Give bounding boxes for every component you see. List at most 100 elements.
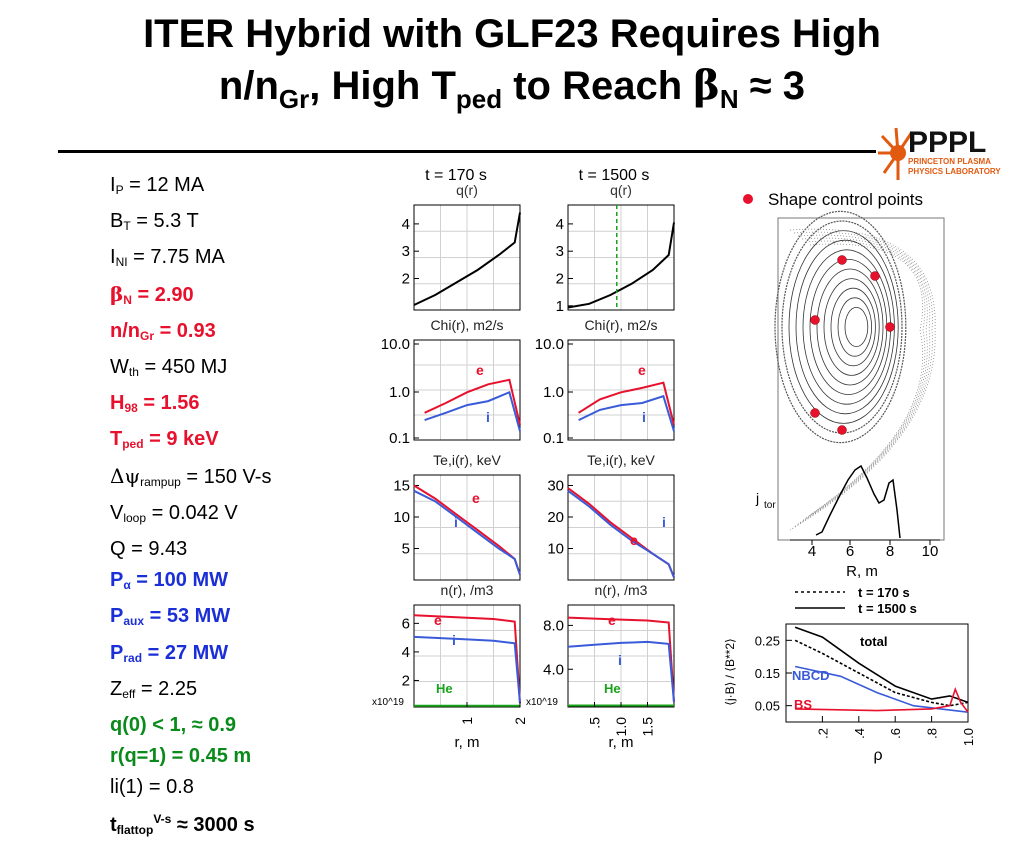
panel-title: n(r), /m3 bbox=[441, 582, 494, 598]
series-i-line bbox=[424, 390, 521, 432]
panel-frame bbox=[413, 339, 521, 441]
panel-title: Chi(r), m2/s bbox=[430, 317, 503, 333]
logo-sub1: PRINCETON PLASMA bbox=[908, 157, 991, 166]
panel-title: Chi(r), m2/s bbox=[584, 317, 657, 333]
vacuum-field-line bbox=[793, 231, 933, 528]
flux-surface bbox=[830, 287, 876, 367]
y-tick-label: 10 bbox=[393, 509, 410, 526]
label-e: e bbox=[638, 362, 646, 378]
shape-control-point bbox=[837, 255, 847, 265]
param-row: Wth = 450 MJ bbox=[110, 356, 228, 380]
panel-q-0: q(r) 4 3 2 bbox=[402, 182, 521, 311]
y-tick-label: 2 bbox=[402, 672, 410, 689]
panel-title: Te,i(r), keV bbox=[587, 452, 655, 468]
y-tick-label: 4.0 bbox=[543, 661, 564, 678]
panel-title: Te,i(r), keV bbox=[433, 452, 501, 468]
y-tick-label: 20 bbox=[547, 509, 564, 526]
r-tick-label: 6 bbox=[846, 543, 854, 560]
current-xtick: 1.0 bbox=[961, 728, 976, 746]
series-i-line bbox=[413, 489, 521, 576]
panel-n-1: n(r), /m3 8.0 4.0 e i He x10^19 .5 1.0 1.5 r, m bbox=[526, 582, 675, 751]
label-i: i bbox=[662, 514, 666, 530]
series-i-line bbox=[413, 635, 521, 704]
param-row: tflattopV-s ≈ 3000 s bbox=[110, 811, 255, 837]
logo-sub2: PHYSICS LABORATORY bbox=[908, 167, 1001, 176]
panel-chi-1: Chi(r), m2/s 10.0 1.0 0.1 e i bbox=[535, 317, 675, 447]
label-i: i bbox=[486, 409, 490, 425]
shape-control-point bbox=[810, 315, 820, 325]
flux-surface bbox=[816, 268, 884, 386]
shape-control-point bbox=[870, 271, 880, 281]
param-row: Q = 9.43 bbox=[110, 538, 188, 561]
y-tick-label: 4 bbox=[402, 644, 410, 661]
y-tick-label: 1.0 bbox=[389, 384, 410, 401]
x-tick-label: 1.0 bbox=[613, 717, 629, 737]
shape-control-point bbox=[810, 408, 820, 418]
label-nbcd: NBCD bbox=[792, 668, 830, 683]
flux-surface bbox=[774, 210, 907, 444]
y-tick-label: 3 bbox=[402, 243, 410, 260]
y-tick-label: 4 bbox=[402, 216, 410, 233]
panel-frame bbox=[413, 474, 521, 581]
panel-frame bbox=[567, 474, 675, 581]
panel-title: n(r), /m3 bbox=[595, 582, 648, 598]
jtor-label: j bbox=[755, 490, 759, 506]
r-tick-label: 8 bbox=[886, 543, 894, 560]
label-he: He bbox=[436, 681, 453, 696]
column-label-170: t = 170 s bbox=[425, 167, 487, 184]
jtor-sub: tor bbox=[764, 500, 776, 511]
y-tick-label: 3 bbox=[556, 243, 564, 260]
param-row: n/nGr = 0.93 bbox=[110, 319, 216, 343]
label-e: e bbox=[472, 490, 480, 506]
current-series-line bbox=[794, 639, 969, 707]
vacuum-field-line bbox=[797, 234, 931, 525]
shape-control-point bbox=[885, 322, 895, 332]
y-tick-label: 1.0 bbox=[543, 384, 564, 401]
legend-1500: t = 1500 s bbox=[858, 601, 917, 616]
column-label-1500: t = 1500 s bbox=[579, 167, 650, 184]
panel-te-1: Te,i(r), keV 30 20 10 e i bbox=[547, 452, 675, 581]
current-xtick: .6 bbox=[888, 728, 903, 739]
flux-surface bbox=[837, 297, 872, 357]
param-row: BT = 5.3 T bbox=[110, 210, 199, 234]
y-tick-label: 0.1 bbox=[543, 430, 564, 447]
flux-surface bbox=[788, 230, 899, 424]
param-row: H98 = 1.56 bbox=[110, 392, 200, 416]
shape-legend: Shape control points bbox=[768, 190, 923, 209]
panel-frame bbox=[567, 204, 675, 311]
r-tick-label: 10 bbox=[922, 543, 939, 560]
flux-surface bbox=[823, 278, 880, 376]
y-tick-label: 30 bbox=[547, 478, 564, 495]
param-row: q(0) < 1, ≈ 0.9 bbox=[110, 714, 237, 737]
legend-170: t = 170 s bbox=[858, 585, 910, 600]
title-line-1: ITER Hybrid with GLF23 Requires High bbox=[143, 12, 881, 56]
param-row: INI = 7.75 MA bbox=[110, 246, 225, 270]
series-q-line bbox=[567, 222, 675, 309]
series-i-line bbox=[578, 394, 675, 432]
x-axis-label: r, m bbox=[609, 734, 634, 751]
logo-text: PPPL bbox=[908, 126, 986, 159]
label-he: He bbox=[604, 681, 621, 696]
panel-frame bbox=[413, 204, 521, 311]
panel-te-0: Te,i(r), keV 15 10 5 ei bbox=[393, 452, 521, 581]
current-ytick: 0.25 bbox=[755, 633, 780, 648]
current-series-line bbox=[794, 626, 969, 704]
label-e: e bbox=[434, 612, 442, 628]
series-i-line bbox=[567, 489, 675, 578]
x-axis-label: r, m bbox=[455, 734, 480, 751]
param-row: Tped = 9 keV bbox=[110, 428, 219, 452]
vacuum-field-line bbox=[801, 237, 928, 522]
y-tick-label: 4 bbox=[556, 216, 564, 233]
label-i: i bbox=[454, 514, 458, 530]
panel-frame bbox=[567, 339, 675, 441]
vacuum-field-line bbox=[805, 240, 926, 519]
label-bs: BS bbox=[794, 697, 812, 712]
series-e-line bbox=[567, 616, 675, 703]
panel-n-0: n(r), /m3 6 4 2 ei He x10^19 1 2 r, m bbox=[372, 582, 528, 751]
x-tick-label: 2 bbox=[512, 717, 528, 725]
parameter-list: IP = 12 MA BT = 5.3 T INI = 7.75 MA βN = 2.… bbox=[110, 170, 271, 846]
label-i: i bbox=[618, 652, 622, 668]
series-q-line bbox=[413, 212, 521, 306]
param-row: Paux = 53 MW bbox=[110, 605, 231, 629]
x10-label: x10^19 bbox=[526, 697, 558, 708]
